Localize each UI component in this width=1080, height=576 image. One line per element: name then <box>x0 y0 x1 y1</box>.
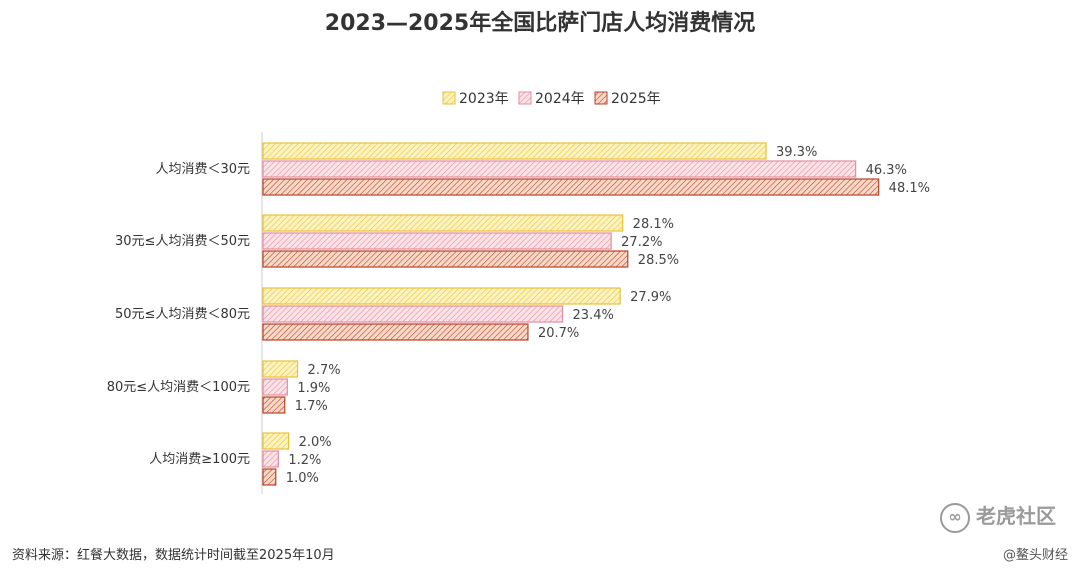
watermark-brand-text: 老虎社区 <box>976 504 1056 528</box>
bar <box>262 178 880 196</box>
category-label: 80元≤人均消费＜100元 <box>107 380 250 395</box>
bar <box>262 468 277 486</box>
data-label: 27.9% <box>630 290 671 305</box>
bar <box>262 160 857 178</box>
legend-label: 2025年 <box>611 91 661 107</box>
legend-item-1: 2023年 <box>442 91 509 107</box>
bar <box>262 250 629 268</box>
infinity-icon: ∞ <box>940 502 970 533</box>
data-label: 1.2% <box>288 453 321 468</box>
category-label: 人均消费≥100元 <box>149 452 250 467</box>
data-label: 48.1% <box>889 181 930 196</box>
bars <box>262 142 880 486</box>
data-label: 20.7% <box>538 326 579 341</box>
chart-title: 2023—2025年全国比萨门店人均消费情况 <box>325 10 755 36</box>
data-label: 46.3% <box>866 163 907 178</box>
legend-swatch <box>518 91 532 105</box>
legend-swatch <box>442 91 456 105</box>
legend: 2023年 2024年 2025年 <box>442 91 661 107</box>
data-label: 1.0% <box>286 471 319 486</box>
bar <box>262 142 767 160</box>
bar <box>262 396 286 414</box>
bar <box>262 432 290 450</box>
data-label: 2.0% <box>299 435 332 450</box>
data-label: 27.2% <box>621 235 662 250</box>
bar <box>262 450 279 468</box>
data-label: 28.5% <box>638 253 679 268</box>
source-note: 资料来源：红餐大数据，数据统计时间截至2025年10月 <box>12 548 335 563</box>
legend-item-3: 2025年 <box>594 91 661 107</box>
watermark-brand: ∞ 老虎社区 <box>940 500 1056 533</box>
category-labels: 人均消费＜30元 30元≤人均消费＜50元 50元≤人均消费＜80元 80元≤人均消费… <box>107 162 250 467</box>
bar <box>262 214 624 232</box>
category-label: 30元≤人均消费＜50元 <box>115 234 250 249</box>
legend-label: 2023年 <box>459 91 509 107</box>
data-label: 28.1% <box>633 217 674 232</box>
category-label: 人均消费＜30元 <box>155 162 250 177</box>
bar <box>262 360 299 378</box>
bar <box>262 232 612 250</box>
legend-item-2: 2024年 <box>518 91 585 107</box>
data-label: 1.7% <box>295 399 328 414</box>
bar <box>262 378 288 396</box>
category-label: 50元≤人均消费＜80元 <box>115 307 250 322</box>
legend-label: 2024年 <box>535 91 585 107</box>
value-labels: 39.3% 46.3% 48.1% 28.1% 27.2% 28.5% 27.9% 23.4%… <box>286 145 930 486</box>
data-label: 1.9% <box>297 381 330 396</box>
legend-swatch <box>594 91 608 105</box>
data-label: 2.7% <box>308 363 341 378</box>
watermark-handle: @鳌头财经 <box>1002 548 1068 563</box>
data-label: 39.3% <box>776 145 817 160</box>
bar <box>262 287 621 305</box>
bar <box>262 323 529 341</box>
bar <box>262 305 564 323</box>
data-label: 23.4% <box>573 308 614 323</box>
